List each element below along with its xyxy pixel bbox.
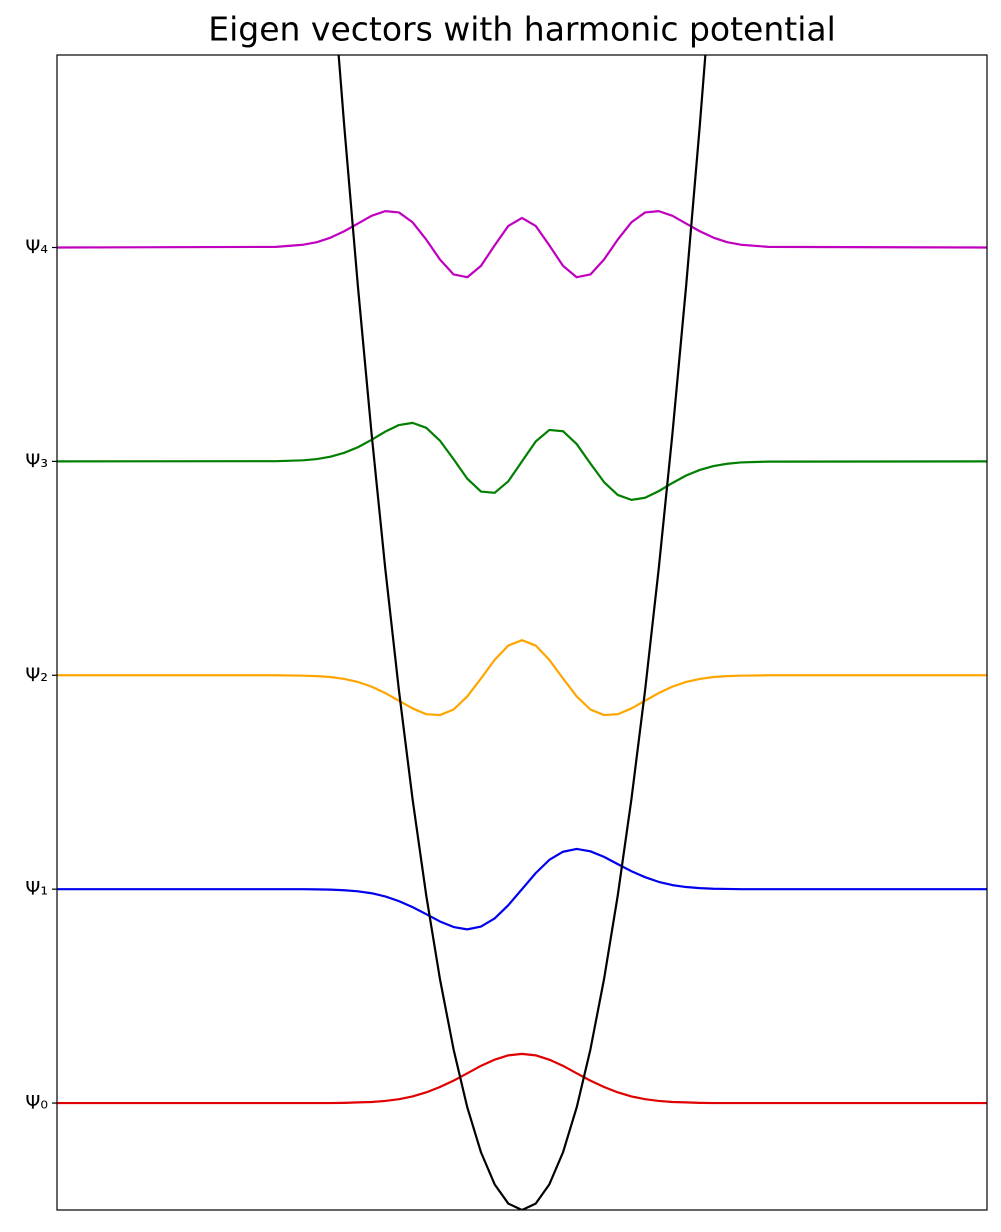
chart-title: Eigen vectors with harmonic potential	[208, 10, 836, 49]
axes-frame	[56, 54, 988, 1211]
y-tick-label: Ψ₁	[25, 878, 48, 900]
plot-area	[57, 55, 987, 1210]
series-line	[337, 55, 707, 1210]
series-line	[57, 639, 987, 717]
series-line	[57, 1052, 987, 1105]
y-tick-label: Ψ₂	[25, 664, 48, 686]
y-tick-label: Ψ₃	[25, 450, 48, 472]
series-line	[57, 421, 987, 501]
series-line	[57, 847, 987, 931]
y-tick-label: Ψ₀	[25, 1092, 48, 1114]
y-tick-label: Ψ₄	[25, 236, 48, 258]
series-line	[57, 210, 987, 279]
